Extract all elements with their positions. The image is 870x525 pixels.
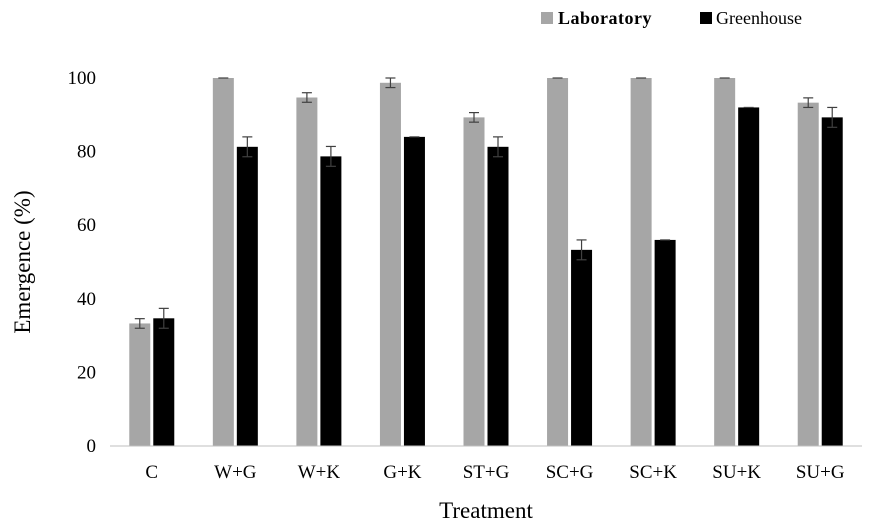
bar-laboratory-w-plus-g (212, 78, 234, 446)
bar-greenhouse-w-plus-g (236, 146, 258, 447)
x-axis-title: Treatment (439, 498, 533, 523)
bar-greenhouse-g-plus-k (403, 136, 425, 446)
y-tick-label: 60 (77, 215, 96, 236)
x-tick-label-su-plus-k: SU+K (712, 462, 761, 483)
bar-laboratory-sc-plus-k (630, 78, 652, 446)
x-tick-label-su-plus-g: SU+G (796, 462, 845, 483)
y-tick-label: 80 (77, 142, 96, 163)
error-bars (134, 77, 838, 329)
x-axis-ticks: C W+G W+K G+K ST+G SC+G SC+K SU+K SU+G (145, 462, 844, 483)
bar-laboratory-su-plus-g (797, 102, 819, 446)
x-tick-label-sc-plus-k: SC+K (629, 462, 677, 483)
y-tick-label: 100 (68, 68, 97, 89)
bar-greenhouse-w-plus-k (320, 156, 342, 446)
legend-swatch-greenhouse (700, 12, 712, 24)
bar-laboratory-c (129, 323, 151, 446)
bar-greenhouse-su-plus-k (738, 107, 760, 446)
legend-label-laboratory: Laboratory (558, 8, 652, 28)
x-tick-label-w-plus-k: W+K (298, 462, 341, 483)
bar-greenhouse-sc-plus-g (571, 249, 593, 446)
bar-laboratory-w-plus-k (296, 97, 318, 446)
x-tick-label-w-plus-g: W+G (214, 462, 257, 483)
y-axis-title: Emergence (%) (10, 190, 35, 333)
bar-greenhouse-st-plus-g (487, 146, 509, 447)
bar-greenhouse-sc-plus-k (654, 239, 676, 446)
bar-greenhouse-c (153, 318, 175, 446)
x-tick-label-st-plus-g: ST+G (463, 462, 510, 483)
legend-swatch-laboratory (541, 12, 553, 24)
legend: Laboratory Greenhouse (541, 8, 802, 28)
y-tick-label: 40 (77, 289, 96, 310)
bar-marks (129, 78, 843, 447)
x-tick-label-sc-plus-g: SC+G (546, 462, 594, 483)
x-tick-label-g-plus-k: G+K (383, 462, 421, 483)
y-axis-ticks: 0 20 40 60 80 100 (68, 68, 97, 457)
y-tick-label: 20 (77, 362, 96, 383)
bar-laboratory-su-plus-k (714, 78, 736, 446)
bar-greenhouse-su-plus-g (821, 117, 843, 446)
bar-laboratory-g-plus-k (379, 82, 401, 446)
bar-laboratory-sc-plus-g (547, 78, 569, 446)
y-tick-label: 0 (87, 436, 97, 457)
bar-laboratory-st-plus-g (463, 117, 485, 446)
legend-label-greenhouse: Greenhouse (716, 8, 802, 28)
x-tick-label-c: C (145, 462, 158, 483)
